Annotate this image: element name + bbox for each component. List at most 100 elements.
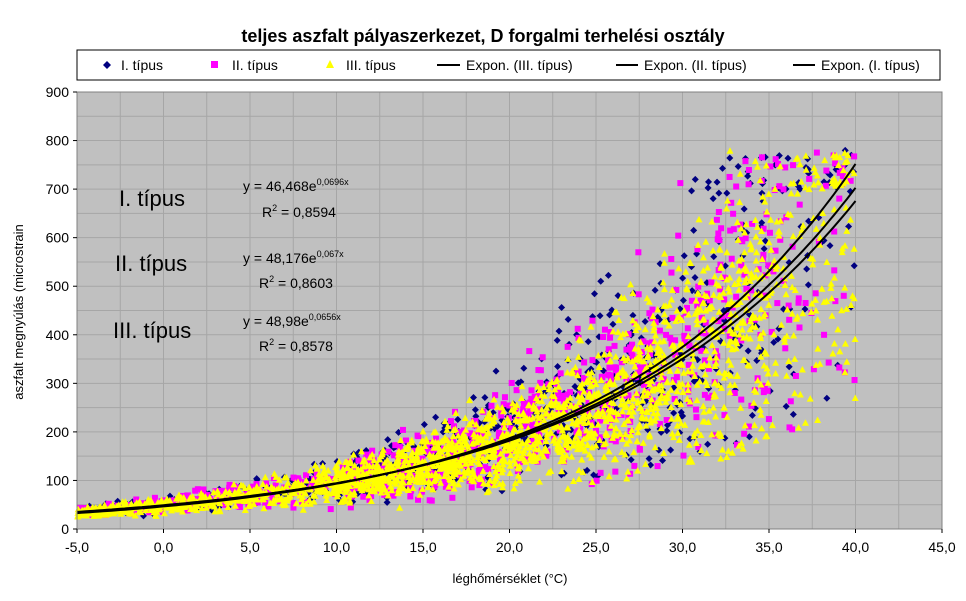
point-ii-tipus <box>606 364 613 371</box>
point-iii-tipus <box>466 452 474 459</box>
point-iii-tipus <box>516 476 524 484</box>
point-iii-tipus <box>685 311 693 318</box>
point-iii-tipus <box>515 410 523 418</box>
legend: I. típus II. típus III. típus Expon. (II… <box>76 49 941 81</box>
point-iii-tipus <box>633 399 641 406</box>
point-iii-tipus <box>509 399 517 407</box>
point-iii-tipus <box>605 447 613 455</box>
point-iii-tipus <box>741 421 749 429</box>
point-iii-tipus <box>639 397 647 404</box>
point-iii-tipus <box>375 475 383 482</box>
point-ii-tipus <box>635 291 642 298</box>
point-iii-tipus <box>699 326 707 334</box>
point-ii-tipus <box>796 324 803 331</box>
point-iii-tipus <box>850 294 858 302</box>
point-iii-tipus <box>751 157 759 165</box>
point-i-tipus <box>803 265 811 273</box>
point-iii-tipus <box>417 468 425 476</box>
point-iii-tipus <box>841 340 849 347</box>
point-iii-tipus <box>675 383 683 390</box>
point-iii-tipus <box>726 381 734 388</box>
point-iii-tipus <box>394 462 402 469</box>
point-iii-tipus <box>746 277 754 284</box>
point-ii-tipus <box>764 387 771 394</box>
point-iii-tipus <box>737 404 745 411</box>
point-iii-tipus <box>711 347 719 355</box>
point-ii-tipus <box>456 472 463 479</box>
point-iii-tipus <box>723 413 731 420</box>
point-iii-tipus <box>571 363 579 371</box>
point-iii-tipus <box>841 242 849 249</box>
point-iii-tipus <box>830 205 838 213</box>
point-ii-tipus <box>721 296 728 303</box>
point-iii-tipus <box>851 394 859 401</box>
point-iii-tipus <box>710 291 718 298</box>
point-iii-tipus <box>785 357 793 365</box>
point-iii-tipus <box>646 432 654 440</box>
point-ii-tipus <box>448 418 455 425</box>
point-ii-tipus <box>795 299 802 306</box>
point-iii-tipus <box>464 465 472 472</box>
point-iii-tipus <box>747 273 755 281</box>
point-iii-tipus <box>504 430 512 438</box>
point-iii-tipus <box>622 329 630 337</box>
point-ii-tipus <box>292 475 299 482</box>
point-iii-tipus <box>656 398 664 406</box>
point-iii-tipus <box>847 301 855 309</box>
point-iii-tipus <box>424 483 432 490</box>
point-ii-tipus <box>500 401 507 408</box>
point-iii-tipus <box>418 485 426 492</box>
point-iii-tipus <box>266 499 274 506</box>
point-iii-tipus <box>549 437 557 444</box>
point-ii-tipus <box>308 481 315 488</box>
point-iii-tipus <box>708 218 716 225</box>
point-iii-tipus <box>757 238 765 245</box>
point-iii-tipus <box>679 388 687 396</box>
point-iii-tipus <box>735 286 743 293</box>
point-iii-tipus <box>574 437 582 444</box>
point-ii-tipus <box>745 166 752 173</box>
point-iii-tipus <box>627 431 635 438</box>
point-iii-tipus <box>613 308 621 316</box>
point-iii-tipus <box>619 354 627 361</box>
legend-label: III. típus <box>346 57 396 73</box>
point-iii-tipus <box>506 469 514 476</box>
point-iii-tipus <box>752 437 760 444</box>
point-iii-tipus <box>841 368 849 376</box>
point-iii-tipus <box>633 389 641 397</box>
point-ii-tipus <box>536 419 543 426</box>
point-iii-tipus <box>755 314 763 321</box>
point-ii-tipus <box>761 383 768 390</box>
point-ii-tipus <box>536 391 543 398</box>
point-iii-tipus <box>673 422 681 429</box>
point-iii-tipus <box>568 419 576 427</box>
point-i-tipus <box>641 318 649 326</box>
point-iii-tipus <box>698 362 706 370</box>
point-iii-tipus <box>614 410 622 417</box>
point-ii-tipus <box>607 329 614 336</box>
point-iii-tipus <box>568 369 576 377</box>
point-iii-tipus <box>454 432 462 439</box>
y-tick-label: 800 <box>46 133 70 149</box>
point-iii-tipus <box>828 312 836 319</box>
point-iii-tipus <box>700 408 708 415</box>
point-iii-tipus <box>644 351 652 359</box>
point-iii-tipus <box>612 455 620 463</box>
point-ii-tipus <box>635 370 642 377</box>
point-iii-tipus <box>601 412 609 420</box>
equation-iii: y = 48,98e0,0656x <box>243 312 341 329</box>
point-iii-tipus <box>617 293 625 301</box>
point-i-tipus <box>796 185 804 193</box>
point-i-tipus <box>748 411 756 419</box>
point-ii-tipus <box>184 492 191 499</box>
point-iii-tipus <box>394 489 402 497</box>
point-iii-tipus <box>727 338 735 345</box>
point-iii-tipus <box>545 381 553 388</box>
point-iii-tipus <box>584 418 592 426</box>
point-ii-tipus <box>681 339 688 346</box>
point-iii-tipus <box>420 447 428 455</box>
point-ii-tipus <box>427 469 434 476</box>
point-iii-tipus <box>759 193 767 200</box>
trendline <box>76 163 857 515</box>
point-ii-tipus <box>831 228 838 235</box>
